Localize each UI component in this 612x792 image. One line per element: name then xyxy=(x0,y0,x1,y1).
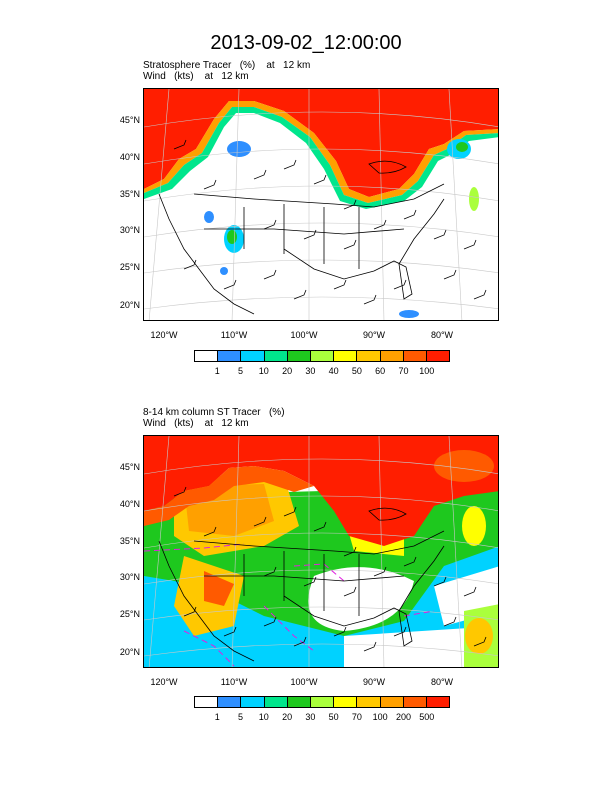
colorbar-swatch xyxy=(426,351,450,361)
panel1-map xyxy=(143,88,499,321)
panel1-lon-label: 90°W xyxy=(362,330,386,340)
colorbar-label: 1 xyxy=(214,712,220,722)
tracer-high-north xyxy=(144,89,498,197)
panel2-header-tracer: 8-14 km column ST Tracer (%) xyxy=(143,407,285,418)
colorbar-label: 100 xyxy=(419,366,435,376)
panel1-colorbar xyxy=(194,350,450,362)
colorbar-label: 200 xyxy=(395,712,411,722)
colorbar-swatch xyxy=(264,697,288,707)
colorbar-swatch xyxy=(218,697,242,707)
panel1-header-wind: Wind (kts) at 12 km xyxy=(143,71,249,82)
colorbar-label: 30 xyxy=(305,712,316,722)
colorbar-label: 10 xyxy=(258,366,269,376)
panel1-lat-label: 30°N xyxy=(119,225,140,235)
colorbar-swatch xyxy=(334,351,358,361)
colorbar-swatch xyxy=(310,351,335,361)
panel2-lat-label: 30°N xyxy=(119,572,140,582)
colorbar-label: 20 xyxy=(282,366,293,376)
panel1-lat-label: 20°N xyxy=(119,300,140,310)
panel2-map xyxy=(143,435,499,668)
colorbar-label: 100 xyxy=(372,712,388,722)
colorbar-swatch xyxy=(287,351,311,361)
colorbar-label: 50 xyxy=(328,712,339,722)
panel1-lon-label: 80°W xyxy=(430,330,454,340)
colorbar-swatch xyxy=(241,697,265,707)
panel2-lon-label: 100°W xyxy=(290,677,318,687)
page-title: 2013-09-02_12:00:00 xyxy=(210,32,402,54)
colorbar-label: 60 xyxy=(375,366,386,376)
panel1-lon-label: 120°W xyxy=(150,330,178,340)
panel2-lon-label: 120°W xyxy=(150,677,178,687)
colorbar-swatch xyxy=(195,351,219,361)
colorbar-label: 50 xyxy=(351,366,362,376)
tracer-high-north xyxy=(144,436,498,546)
colorbar-label: 5 xyxy=(238,712,244,722)
colorbar-label: 5 xyxy=(238,366,244,376)
panel2-colorbar xyxy=(194,696,450,708)
colorbar-swatch xyxy=(403,351,427,361)
colorbar-swatch xyxy=(357,351,381,361)
panel2-header-wind: Wind (kts) at 12 km xyxy=(143,418,249,429)
panel2-lon-label: 110°W xyxy=(220,677,248,687)
panel1-lat-label: 45°N xyxy=(119,115,140,125)
panel1-lon-label: 100°W xyxy=(290,330,318,340)
colorbar-swatch xyxy=(426,697,450,707)
colorbar-label: 500 xyxy=(419,712,435,722)
colorbar-swatch xyxy=(357,697,381,707)
colorbar-swatch xyxy=(403,697,427,707)
colorbar-swatch xyxy=(195,697,219,707)
panel2-lon-label: 80°W xyxy=(430,677,454,687)
panel1-header-tracer: Stratosphere Tracer (%) at 12 km xyxy=(143,60,311,71)
colorbar-label: 1 xyxy=(214,366,220,376)
panel2-lat-label: 35°N xyxy=(119,536,140,546)
colorbar-swatch xyxy=(264,351,288,361)
colorbar-label: 70 xyxy=(351,712,362,722)
panel1-lat-label: 35°N xyxy=(119,189,140,199)
panel2-lon-label: 90°W xyxy=(362,677,386,687)
colorbar-swatch xyxy=(241,351,265,361)
colorbar-label: 10 xyxy=(258,712,269,722)
colorbar-swatch xyxy=(218,351,242,361)
colorbar-swatch xyxy=(310,697,335,707)
colorbar-label: 30 xyxy=(305,366,316,376)
colorbar-swatch xyxy=(380,351,404,361)
panel1-lat-label: 40°N xyxy=(119,152,140,162)
panel2-lat-label: 45°N xyxy=(119,462,140,472)
colorbar-label: 20 xyxy=(282,712,293,722)
colorbar-swatch xyxy=(334,697,358,707)
panel2-lat-label: 20°N xyxy=(119,647,140,657)
colorbar-swatch xyxy=(287,697,311,707)
colorbar-swatch xyxy=(380,697,404,707)
colorbar-label: 40 xyxy=(328,366,339,376)
panel1-lon-label: 110°W xyxy=(220,330,248,340)
panel1-lat-label: 25°N xyxy=(119,262,140,272)
colorbar-label: 70 xyxy=(398,366,409,376)
panel2-lat-label: 40°N xyxy=(119,499,140,509)
panel2-lat-label: 25°N xyxy=(119,609,140,619)
